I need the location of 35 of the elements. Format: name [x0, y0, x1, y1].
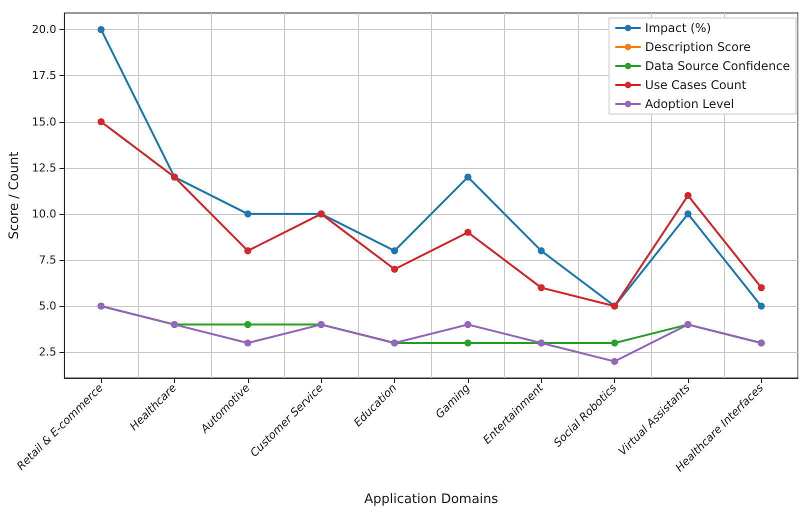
point	[244, 247, 252, 254]
y-tick-label: 2.5	[38, 346, 56, 359]
legend-label: Use Cases Count	[645, 78, 747, 92]
point	[391, 266, 398, 273]
x-axis-title: Application Domains	[364, 492, 498, 507]
y-tick-label: 20.0	[32, 23, 56, 36]
legend-label: Data Source Confidence	[645, 59, 790, 73]
y-tick-label: 12.5	[32, 161, 56, 174]
legend-label: Adoption Level	[645, 97, 734, 111]
point	[758, 302, 765, 310]
point	[758, 284, 765, 292]
point	[98, 26, 105, 34]
point	[464, 228, 472, 236]
y-tick-label: 7.5	[38, 254, 56, 267]
legend-label: Impact (%)	[645, 21, 712, 35]
y-tick-label: 15.0	[32, 115, 56, 128]
point	[611, 358, 618, 365]
point	[538, 284, 545, 292]
point	[684, 192, 692, 199]
point	[538, 247, 545, 254]
y-tick-label: 17.5	[32, 69, 56, 82]
point	[684, 210, 692, 218]
point	[611, 339, 618, 346]
point	[391, 247, 398, 254]
legend-label: Description Score	[645, 40, 751, 54]
point	[244, 210, 252, 218]
point	[98, 118, 105, 126]
y-tick-label: 10.0	[32, 207, 56, 220]
point	[244, 321, 252, 328]
point	[464, 174, 472, 181]
y-axis-title: Score / Count	[7, 152, 22, 240]
point	[244, 339, 252, 346]
point	[464, 339, 472, 346]
y-tick-label: 5.0	[38, 300, 56, 313]
point	[464, 321, 472, 328]
